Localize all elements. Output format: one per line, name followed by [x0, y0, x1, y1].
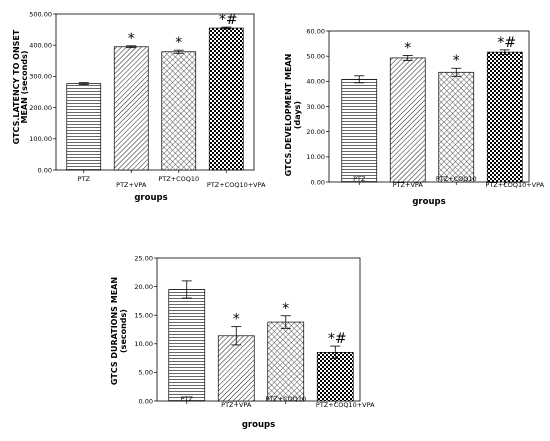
y-tick-label: 5.00: [139, 369, 153, 377]
bar: [66, 83, 102, 171]
significance-mark: *#: [219, 12, 238, 28]
y-tick-label: 50.00: [306, 52, 325, 60]
y-axis-label: GTCS.DEVELOPMENT MEAN: [284, 54, 293, 177]
significance-mark: *: [175, 35, 182, 51]
plot-frame: [55, 13, 255, 171]
y-tick-label: 200.00: [29, 104, 52, 112]
category-label: PTZ+COQ10: [265, 395, 306, 403]
y-tick-label: 40.00: [306, 78, 325, 86]
category-label: PTZ: [181, 395, 194, 403]
significance-mark: *: [233, 312, 240, 328]
y-axis-label: MEAN (seconds): [20, 50, 29, 123]
y-tick-label: 20.00: [306, 128, 325, 136]
y-axis-label: GTCS.LATENCY TO ONSET: [12, 29, 21, 144]
significance-mark: *#: [497, 35, 516, 51]
bar: [389, 57, 426, 183]
significance-mark: *: [453, 53, 460, 69]
y-tick-label: 10.00: [134, 340, 153, 348]
chart-latency: 0.00 100.00 200.00 300.00 400.00 500.00 PTZ PTZ…: [12, 10, 266, 203]
category-label: PTZ: [78, 175, 91, 183]
category-label: PTZ: [353, 175, 366, 183]
significance-mark: *: [128, 31, 135, 47]
y-tick-label: 20.00: [134, 283, 153, 291]
bar: [316, 352, 354, 402]
bar: [168, 289, 206, 402]
y-tick-label: 0.00: [38, 166, 52, 174]
significance-mark: *: [282, 301, 289, 317]
bar: [161, 51, 197, 171]
y-tick-label: 30.00: [306, 103, 325, 111]
bar: [486, 51, 523, 183]
y-tick-label: 60.00: [306, 27, 325, 35]
bar: [217, 335, 255, 402]
category-label: PTZ+COQ10: [436, 175, 477, 183]
bar: [267, 321, 305, 402]
category-label: PTZ+VPA: [393, 181, 424, 189]
chart-development: 0.00 10.00 20.00 30.00 40.00 50.00 60.00 PTZ PTZ…: [284, 27, 545, 207]
y-axis-label: GTCS DURATIONS MEAN: [110, 277, 119, 385]
y-tick-label: 400.00: [29, 42, 52, 50]
y-tick-label: 10.00: [306, 153, 325, 161]
y-tick-label: 0.00: [311, 178, 325, 186]
y-tick-label: 15.00: [134, 312, 153, 320]
y-tick-label: 0.00: [139, 397, 153, 405]
category-label: PTZ+VPA: [221, 401, 252, 409]
category-label: PTZ+COQ10+VPA: [485, 181, 544, 189]
chart-duration: 0.00 5.00 10.00 15.00 20.00 25.00 PTZ PTZ+VPA * P…: [110, 254, 375, 430]
x-axis-label: groups: [242, 420, 275, 430]
y-tick-label: 300.00: [29, 73, 52, 81]
y-tick-label: 25.00: [134, 254, 153, 262]
significance-mark: *: [404, 40, 411, 56]
bar: [341, 78, 378, 183]
plot-frame: [156, 257, 361, 402]
y-tick-label: 500.00: [29, 10, 52, 18]
y-tick-label: 100.00: [29, 135, 52, 143]
significance-mark: *#: [328, 331, 347, 347]
bar: [208, 27, 244, 171]
bar: [438, 71, 475, 183]
x-axis-label: groups: [134, 193, 167, 203]
category-label: PTZ+COQ10: [158, 175, 199, 183]
x-axis-label: groups: [412, 197, 445, 207]
bar: [113, 46, 149, 171]
category-label: PTZ+COQ10+VPA: [316, 401, 375, 409]
category-label: PTZ+VPA: [116, 181, 147, 189]
category-label: PTZ+COQ10+VPA: [207, 181, 266, 189]
y-axis-label: (days): [293, 101, 302, 129]
y-axis-label: (seconds): [119, 309, 128, 353]
